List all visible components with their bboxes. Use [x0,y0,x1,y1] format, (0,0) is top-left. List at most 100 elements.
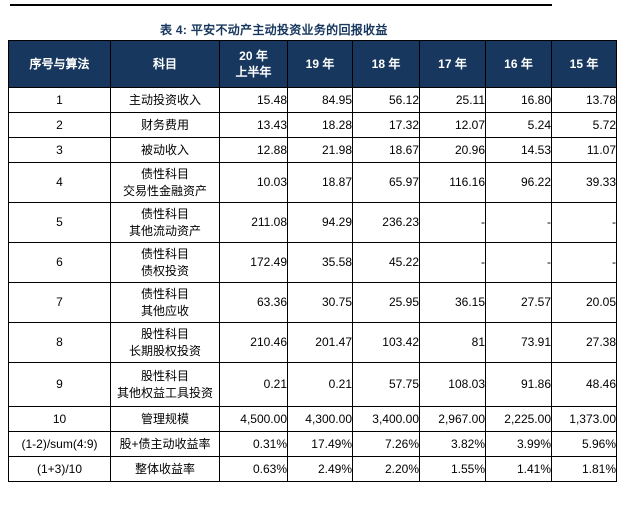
table-row: 1 主动投资收入 15.48 84.95 56.12 25.11 16.80 13.78 [8,87,617,113]
table-body: 1 主动投资收入 15.48 84.95 56.12 25.11 16.80 13.78 2 财务… [8,87,617,482]
value-cell: 81 [419,322,486,363]
value-cell: 96.22 [485,162,552,203]
row-index-cell: 4 [8,162,111,203]
value-cell: - [551,242,617,283]
value-cell: 3.99% [485,431,552,457]
value-cell: 4,500.00 [219,406,288,432]
value-cell: 21.98 [287,137,353,163]
row-index-cell: 1 [8,87,111,113]
value-cell: 35.58 [287,242,353,283]
value-cell: 27.38 [551,322,617,363]
table-header-row: 序号与算法 科目 20 年 上半年 19 年 18 年 17 年 16 年 15 年 [8,40,617,88]
header-cell-2: 20 年 上半年 [219,40,288,88]
value-cell: 17.32 [352,112,420,138]
value-cell: 5.72 [551,112,617,138]
table-row: 8 股性科目 长期股权投资 210.46 201.47 103.42 81 73.91 27.… [8,322,617,363]
value-cell: 65.97 [352,162,420,203]
value-cell: 17.49% [287,431,353,457]
header-cell-4: 18 年 [352,40,420,88]
value-cell: 211.08 [219,202,288,243]
value-cell: 18.67 [352,137,420,163]
header-cell-5: 17 年 [419,40,486,88]
value-cell: 11.07 [551,137,617,163]
value-cell: 1.41% [485,456,552,482]
table-row: 7 债性科目 其他应收 63.36 30.75 25.95 36.15 27.57 20.05 [8,282,617,323]
subject-cell: 债性科目 其他流动资产 [110,202,220,243]
value-cell: - [551,202,617,243]
value-cell: 18.87 [287,162,353,203]
value-cell: 172.49 [219,242,288,283]
subject-cell: 被动收入 [110,137,220,163]
header-cell-7: 15 年 [551,40,617,88]
value-cell: 0.21 [287,362,353,407]
value-cell: 2.49% [287,456,353,482]
subject-cell: 股性科目 长期股权投资 [110,322,220,363]
table-row: 2 财务费用 13.43 18.28 17.32 12.07 5.24 5.72 [8,112,617,138]
value-cell: 1.81% [551,456,617,482]
value-cell: 108.03 [419,362,486,407]
value-cell: 16.80 [485,87,552,113]
value-cell: 3.82% [419,431,486,457]
row-index-cell: 6 [8,242,111,283]
value-cell: 1,373.00 [551,406,617,432]
subject-cell: 债性科目 债权投资 [110,242,220,283]
value-cell: 3,400.00 [352,406,420,432]
value-cell: 63.36 [219,282,288,323]
value-cell: 10.03 [219,162,288,203]
value-cell: 116.16 [419,162,486,203]
value-cell: 1.55% [419,456,486,482]
value-cell: 201.47 [287,322,353,363]
value-cell: 56.12 [352,87,420,113]
subject-cell: 整体收益率 [110,456,220,482]
value-cell: 12.07 [419,112,486,138]
value-cell: - [485,242,552,283]
value-cell: 91.86 [485,362,552,407]
value-cell: 2,225.00 [485,406,552,432]
value-cell: 57.75 [352,362,420,407]
value-cell: 30.75 [287,282,353,323]
header-cell-1: 科目 [110,40,220,88]
header-cell-3: 19 年 [287,40,353,88]
value-cell: 7.26% [352,431,420,457]
header-cell-0: 序号与算法 [8,40,111,88]
subject-cell: 股+债主动收益率 [110,431,220,457]
value-cell: 0.21 [219,362,288,407]
value-cell: 0.31% [219,431,288,457]
value-cell: 25.11 [419,87,486,113]
row-index-cell: 7 [8,282,111,323]
subject-cell: 财务费用 [110,112,220,138]
row-index-cell: 3 [8,137,111,163]
table-row: 10 管理规模 4,500.00 4,300.00 3,400.00 2,967.00 2,… [8,406,617,432]
value-cell: 13.78 [551,87,617,113]
value-cell: 0.63% [219,456,288,482]
returns-table: 序号与算法 科目 20 年 上半年 19 年 18 年 17 年 16 年 15 年 1 主动投… [8,40,617,482]
value-cell: 4,300.00 [287,406,353,432]
table-row: 4 债性科目 交易性金融资产 10.03 18.87 65.97 116.16 96.22 3… [8,162,617,203]
value-cell: 210.46 [219,322,288,363]
value-cell: 12.88 [219,137,288,163]
value-cell: 13.43 [219,112,288,138]
table-title: 表 4: 平安不动产主动投资业务的回报收益 [160,23,388,37]
subject-cell: 管理规模 [110,406,220,432]
table-row: 9 股性科目 其他权益工具投资 0.21 0.21 57.75 108.03 91.86 48… [8,362,617,407]
subject-cell: 债性科目 其他应收 [110,282,220,323]
table-row: (1-2)/sum(4:9) 股+债主动收益率 0.31% 17.49% 7.26% 3.… [8,431,617,457]
value-cell: 84.95 [287,87,353,113]
value-cell: 103.42 [352,322,420,363]
value-cell: 18.28 [287,112,353,138]
top-divider-line [10,4,552,6]
value-cell: 27.57 [485,282,552,323]
table-header-row: 序号与算法 科目 20 年 上半年 19 年 18 年 17 年 16 年 15 年 [8,40,617,88]
value-cell: - [485,202,552,243]
subject-cell: 主动投资收入 [110,87,220,113]
value-cell: 25.95 [352,282,420,323]
value-cell: 48.46 [551,362,617,407]
value-cell: 5.24 [485,112,552,138]
subject-cell: 股性科目 其他权益工具投资 [110,362,220,407]
table-row: 3 被动收入 12.88 21.98 18.67 20.96 14.53 11.07 [8,137,617,163]
value-cell: 20.05 [551,282,617,323]
row-index-cell: (1-2)/sum(4:9) [8,431,111,457]
value-cell: 236.23 [352,202,420,243]
table-row: (1+3)/10 整体收益率 0.63% 2.49% 2.20% 1.55% 1.41% 1.… [8,456,617,482]
value-cell: 36.15 [419,282,486,323]
